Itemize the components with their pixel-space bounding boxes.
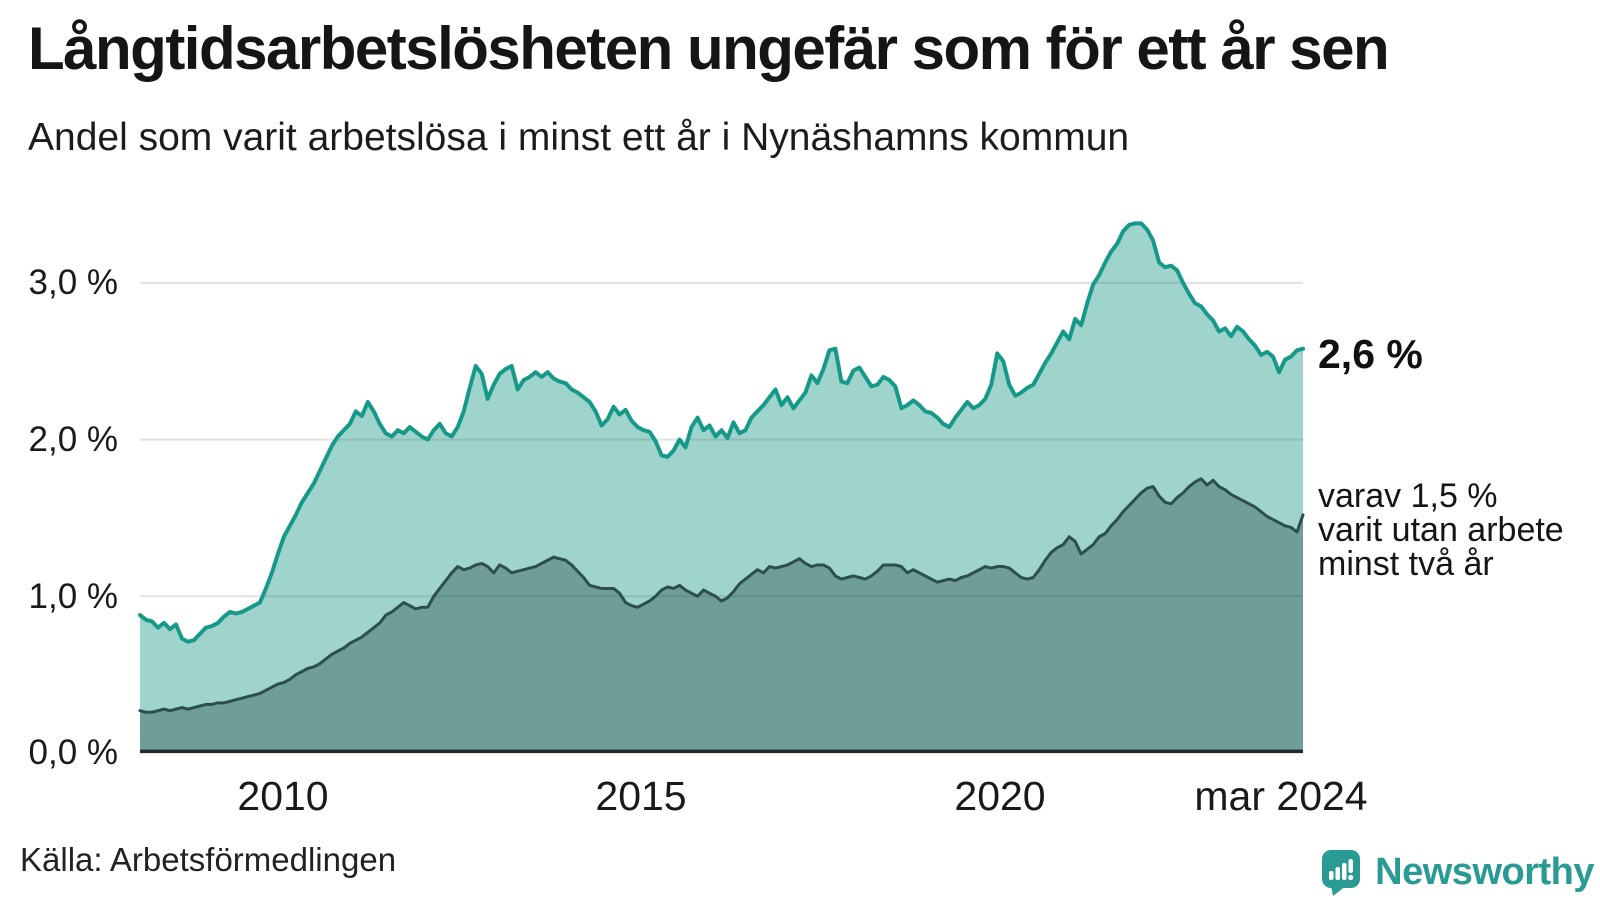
source-note: Källa: Arbetsförmedlingen bbox=[20, 841, 397, 878]
x-tick-2015: 2015 bbox=[595, 773, 687, 819]
subset-annotation-line-3: minst två år bbox=[1318, 545, 1494, 583]
x-tick-mar-2024: mar 2024 bbox=[1194, 773, 1368, 819]
area-chart-plot bbox=[138, 221, 1305, 754]
x-tick-2020: 2020 bbox=[954, 773, 1046, 819]
end-value-label: 2,6 % bbox=[1318, 331, 1423, 377]
subset-annotation-line-1: varav 1,5 % bbox=[1318, 477, 1498, 515]
y-tick-3: 3,0 % bbox=[28, 263, 119, 302]
y-tick-2: 2,0 % bbox=[28, 420, 119, 459]
chart-title: Långtidsarbetslösheten ungefär som för e… bbox=[28, 15, 1390, 82]
newsworthy-bubble-icon bbox=[1322, 850, 1361, 896]
subset-annotation: varav 1,5 % varit utan arbete minst två … bbox=[1318, 479, 1564, 581]
subset-annotation-line-2: varit utan arbete bbox=[1318, 511, 1564, 549]
newsworthy-logo: Newsworthy bbox=[1318, 848, 1594, 896]
x-tick-2010: 2010 bbox=[237, 773, 329, 819]
y-tick-0: 0,0 % bbox=[28, 733, 119, 772]
y-tick-1: 1,0 % bbox=[28, 577, 119, 616]
newsworthy-wordmark: Newsworthy bbox=[1375, 850, 1594, 893]
chart-subtitle: Andel som varit arbetslösa i minst ett å… bbox=[28, 116, 1130, 159]
